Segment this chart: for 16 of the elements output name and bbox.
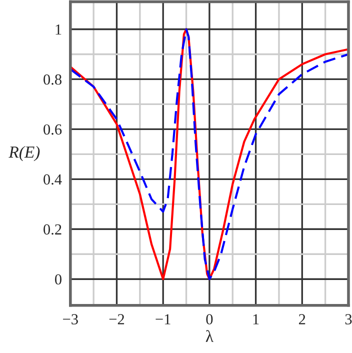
y-axis-title: R(E) [8,146,40,162]
y-tick-label: 1 [56,24,62,35]
y-tick-label: 0 [55,274,62,285]
x-tick-label: 3 [345,314,352,324]
x-tick-label: 0 [206,314,213,324]
y-tick-label: 0.6 [44,124,62,135]
x-tick-label: −1 [156,314,170,324]
line-series [70,28,348,280]
x-tick-label: 2 [298,314,306,324]
x-axis-title: λ [206,330,214,342]
x-tick-label: −3 [63,314,78,324]
y-tick-label: 0.4 [44,174,62,185]
y-tick-label: 0.8 [44,74,62,85]
x-tick-label: −2 [109,314,124,324]
y-tick-label: 0.2 [44,224,62,235]
x-tick-label: 1 [253,314,259,324]
